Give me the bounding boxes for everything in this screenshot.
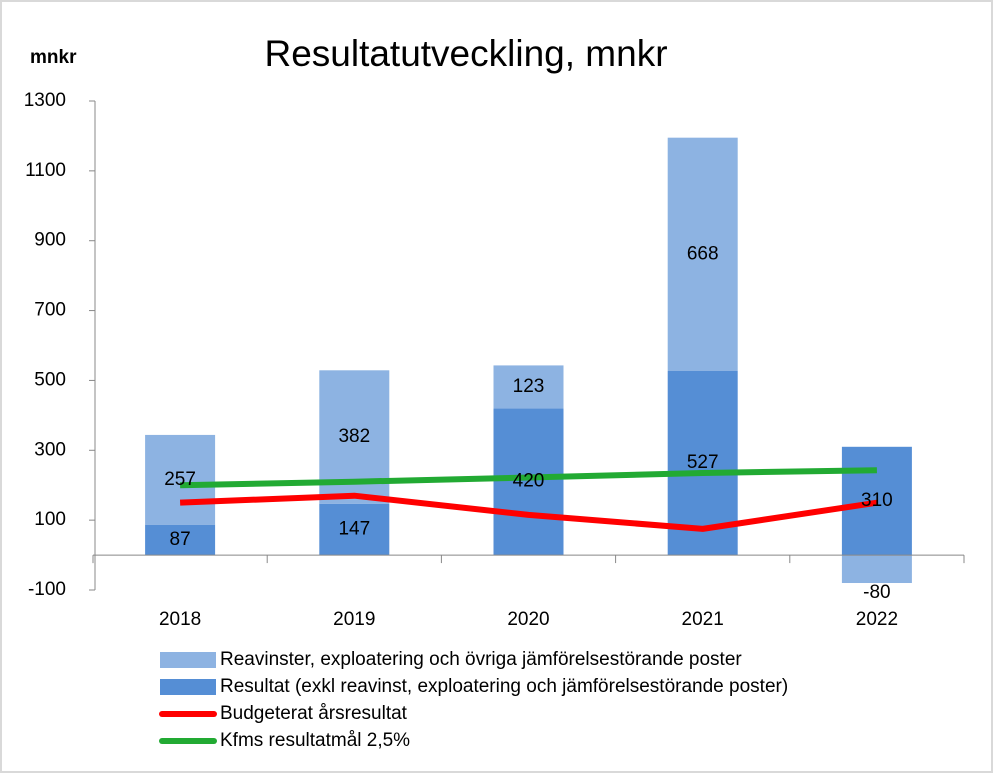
data-label: 147 <box>338 518 370 539</box>
legend-swatch <box>160 652 216 668</box>
y-tick-label: -100 <box>28 579 66 600</box>
data-label: -80 <box>863 582 890 603</box>
chart-title: Resultatutveckling, mnkr <box>264 33 667 74</box>
bar <box>667 137 738 371</box>
legend-label: Budgeterat årsresultat <box>220 703 408 724</box>
x-tick-label: 2019 <box>333 609 375 630</box>
bar <box>841 446 912 556</box>
y-tick-label: 1100 <box>25 160 66 181</box>
y-tick-label: 300 <box>34 439 66 460</box>
legend-swatch <box>160 679 216 695</box>
bar <box>319 503 390 556</box>
x-tick-label: 2021 <box>682 609 724 630</box>
y-tick-label: 100 <box>34 509 66 530</box>
data-label: 123 <box>513 376 545 397</box>
y-tick-label: 700 <box>34 300 66 321</box>
bar <box>145 434 216 525</box>
y-tick-label: 1300 <box>24 90 66 111</box>
x-tick-label: 2018 <box>159 609 201 630</box>
legend-label: Kfms resultatmål 2,5% <box>220 730 410 751</box>
bar <box>841 555 912 584</box>
y-axis-label: mnkr <box>30 47 77 68</box>
bar <box>493 365 564 409</box>
data-label: 87 <box>170 529 191 550</box>
y-tick-label: 900 <box>34 230 66 251</box>
line <box>180 467 877 489</box>
x-tick-label: 2020 <box>507 609 549 630</box>
data-label: 668 <box>687 243 719 264</box>
data-label: 527 <box>687 452 719 473</box>
legend-label: Reavinster, exploatering och övriga jämf… <box>220 649 742 670</box>
bar <box>145 524 216 556</box>
data-label: 257 <box>164 469 196 490</box>
y-tick-label: 500 <box>34 369 66 390</box>
data-label: 382 <box>338 426 370 447</box>
x-tick-label: 2022 <box>856 609 898 630</box>
data-label: 310 <box>861 490 893 511</box>
line <box>179 492 878 532</box>
bar <box>493 408 564 556</box>
data-label: 420 <box>513 471 545 492</box>
legend-label: Resultat (exkl reavinst, exploatering oc… <box>220 676 788 697</box>
